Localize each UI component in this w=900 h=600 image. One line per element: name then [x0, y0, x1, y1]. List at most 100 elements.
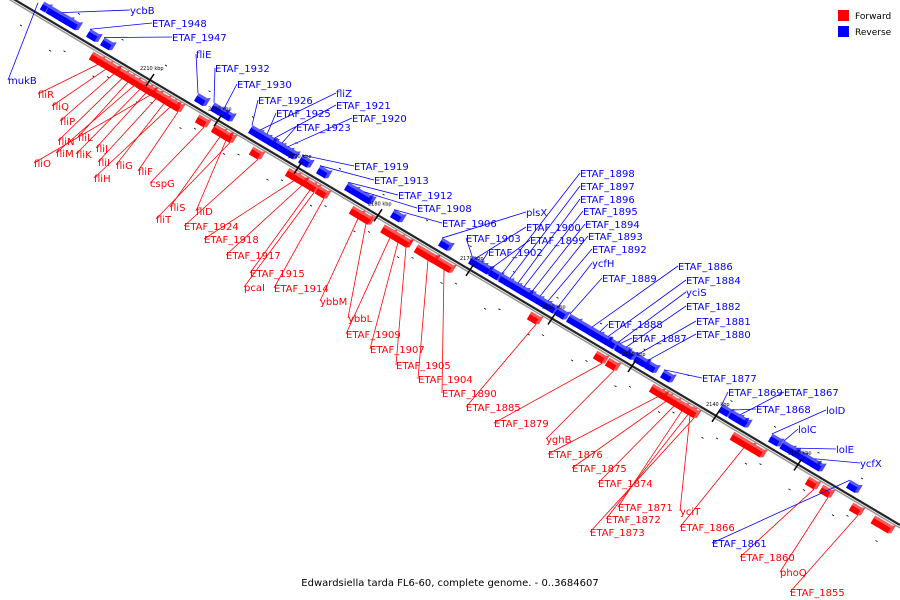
feature-dash: [396, 256, 400, 259]
leader-etaf-1860: [739, 488, 815, 558]
leader-etaf-1912: [347, 181, 399, 196]
leader-flir: [37, 63, 99, 95]
leader-etaf-1888: [599, 323, 609, 333]
gene-label-etaf-1897: ETAF_1897: [580, 182, 635, 193]
feature-dash: [585, 360, 588, 362]
feature-dash: [657, 411, 661, 413]
tick-label: 2140 kbp: [706, 402, 730, 408]
feature-dash: [875, 540, 878, 543]
tick-label: 2190 kbp: [288, 154, 312, 160]
leader-flie: [195, 53, 199, 94]
gene-label-etaf-1860: ETAF_1860: [740, 553, 795, 564]
leader-lolc: [783, 428, 799, 442]
gene-label-etaf-1889: ETAF_1889: [602, 274, 657, 285]
gene-label-etaf-1908: ETAF_1908: [417, 204, 472, 215]
gene-label-flio: fliO: [34, 159, 51, 170]
gene-block-etaf-1924: [248, 146, 266, 160]
leader-etaf-1914: [273, 198, 325, 289]
gene-label-etaf-1925: ETAF_1925: [276, 109, 331, 120]
gene-label-plsx: plsX: [526, 208, 547, 219]
leader-cspg: [149, 126, 205, 184]
feature-dash: [324, 205, 327, 208]
gene-label-etaf-1926: ETAF_1926: [258, 96, 313, 107]
feature-dash: [193, 127, 197, 130]
tick-mark: [627, 359, 637, 373]
leader-etaf-1900: [475, 226, 527, 259]
leader-etaf-1880: [647, 333, 697, 361]
gene-block-flie: [193, 93, 211, 106]
leader-etaf-1906: [393, 209, 443, 224]
leader-etaf-1909: [345, 237, 391, 335]
leader-flio: [33, 94, 151, 164]
leader-etaf-1932: [213, 67, 216, 103]
feature-dash: [237, 153, 240, 156]
tick-label: 2160 kbp: [542, 305, 566, 311]
gene-label-lold: lolD: [826, 406, 846, 417]
gene-label-ycit: yciT: [680, 507, 701, 518]
feature-dash: [541, 334, 545, 337]
gene-label-etaf-1868: ETAF_1868: [756, 405, 811, 416]
gene-block-ycfh: [553, 306, 571, 320]
legend-forward-label: Forward: [855, 12, 891, 22]
gene-label-etaf-1924: ETAF_1924: [184, 222, 239, 233]
gene-block-extra-21: [870, 515, 896, 534]
feature-dash: [730, 400, 733, 402]
gene-label-etaf-1884: ETAF_1884: [686, 276, 741, 287]
legend-reverse-swatch: [838, 26, 849, 37]
gene-label-flie: fliE: [196, 50, 211, 61]
feature-dash: [382, 193, 385, 196]
leader-plsx: [441, 211, 527, 239]
leader-etaf-1884: [607, 279, 687, 337]
gene-label-flik: fliK: [76, 150, 92, 161]
gene-block-etaf-1948: [85, 29, 103, 42]
gene-label-etaf-1917: ETAF_1917: [226, 251, 281, 262]
gene-block-extra-16: [358, 211, 376, 225]
gene-block-lold: [767, 433, 785, 447]
feature-dash: [498, 308, 501, 311]
leader-etaf-1885: [465, 323, 537, 408]
leader-yghb: [545, 370, 615, 440]
feature-dash: [121, 38, 124, 41]
leader-etaf-1920: [287, 117, 353, 148]
gene-block-extra-11: [96, 56, 122, 75]
tick-label: 2170 kbp: [460, 256, 484, 262]
leader-etaf-1894: [531, 223, 586, 292]
feature-dash: [19, 24, 23, 27]
feature-dash: [744, 462, 748, 465]
leader-etaf-1861: [711, 479, 851, 544]
gene-label-etaf-1872: ETAF_1872: [606, 515, 661, 526]
gene-label-ycis: yciS: [686, 288, 707, 299]
gene-label-flif: fliF: [138, 167, 153, 178]
leader-ycbb: [61, 9, 131, 13]
gene-label-etaf-1903: ETAF_1903: [466, 234, 521, 245]
leader-etaf-1889: [569, 277, 603, 315]
backbone-line-shadow: [8, 0, 900, 529]
gene-block-extra-1: [210, 102, 231, 118]
tick-mark: [547, 312, 557, 325]
feature-dash: [628, 385, 632, 388]
gene-label-etaf-1881: ETAF_1881: [696, 317, 751, 328]
feature-dash: [367, 231, 371, 233]
gene-label-etaf-1877: ETAF_1877: [702, 374, 757, 385]
gene-label-lolc: lolC: [798, 425, 817, 436]
feature-dash: [77, 12, 81, 15]
leader-etaf-1902: [481, 251, 489, 263]
gene-label-flin: fliN: [58, 137, 75, 148]
tick-label: 2150 kbp: [622, 352, 646, 358]
feature-dash: [773, 425, 777, 428]
gene-block-etaf-1914: [314, 185, 332, 199]
gene-label-etaf-1896: ETAF_1896: [580, 195, 635, 206]
feature-dash: [425, 219, 429, 222]
gene-label-etaf-1866: ETAF_1866: [680, 523, 735, 534]
feature-dash: [759, 463, 762, 466]
gene-block-etaf-1855: [848, 502, 866, 516]
tick-label: 2180 kbp: [368, 201, 392, 207]
tick-label: 2210 kbp: [140, 66, 164, 72]
gene-block-extra-0: [45, 5, 84, 31]
leader-etaf-1881: [637, 320, 697, 355]
gene-block-extra-10: [798, 451, 823, 469]
gene-block-extra-5: [514, 283, 535, 299]
leader-etaf-1904: [417, 260, 429, 380]
feature-dash: [802, 489, 806, 491]
leader-lold: [771, 409, 827, 435]
